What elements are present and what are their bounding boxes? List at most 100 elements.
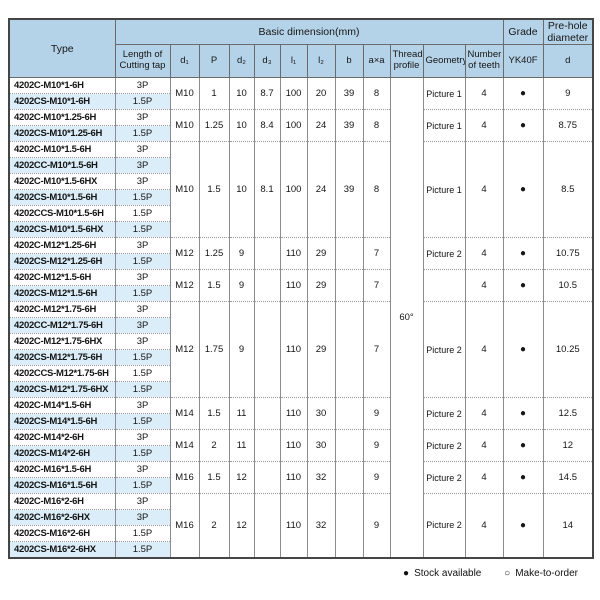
grade-availability-cell: ● bbox=[502, 493, 544, 558]
type-cell: 4202CCS-M12*1.75-6H bbox=[8, 365, 116, 382]
col-header-type: Type bbox=[8, 18, 116, 79]
col-header-pre-hole-diameter: Pre-hole diameter bbox=[542, 18, 594, 46]
header-row-1: Type Basic dimension(mm) Grade Pre-hole … bbox=[8, 18, 594, 79]
l1-cell: 100 bbox=[279, 141, 308, 238]
geometry-cell: Picture 2 bbox=[422, 493, 466, 558]
grade-availability-cell: ● bbox=[502, 237, 544, 270]
cutting-tap-length-cell: 1.5P bbox=[114, 205, 171, 222]
b-cell: 39 bbox=[334, 77, 364, 110]
axa-cell: 9 bbox=[362, 461, 391, 494]
number-of-teeth-cell: 4 bbox=[464, 461, 504, 494]
geometry-cell: Picture 1 bbox=[422, 77, 466, 110]
l1-cell: 110 bbox=[279, 269, 308, 302]
type-cell: 4202C-M12*1.75-6HX bbox=[8, 333, 116, 350]
table-row: 4202CS-M10*1-6H 1.5P bbox=[8, 93, 593, 110]
b-cell: 39 bbox=[334, 141, 364, 238]
b-cell bbox=[334, 429, 364, 462]
d3-cell bbox=[253, 301, 281, 398]
legend-make-to-order: ○ Make-to-order bbox=[504, 568, 578, 579]
table-header: Type Basic dimension(mm) Grade Pre-hole … bbox=[8, 18, 594, 79]
cutting-tap-length-cell: 1.5P bbox=[114, 125, 171, 142]
d2-cell: 9 bbox=[228, 237, 255, 270]
number-of-teeth-cell: 4 bbox=[464, 141, 504, 238]
table-row: 4202C-M10*1-6H 3P M10 1 10 8.7 100 20 39 8 60° Pict… bbox=[8, 77, 594, 558]
d3-cell bbox=[253, 397, 281, 430]
type-cell: 4202C-M10*1.5-6H bbox=[8, 141, 116, 158]
l2-cell: 32 bbox=[306, 493, 336, 558]
table-row: 4202C-M12*1.75-6HX 3P bbox=[8, 333, 593, 350]
grade-availability-cell: ● bbox=[502, 269, 544, 302]
cutting-tap-length-cell: 1.5P bbox=[114, 285, 171, 302]
col-header-d3: d₃ bbox=[253, 44, 281, 79]
b-cell bbox=[334, 461, 364, 494]
l1-cell: 110 bbox=[279, 493, 308, 558]
p-cell: 1.25 bbox=[198, 109, 230, 142]
d2-cell: 11 bbox=[228, 397, 255, 430]
type-cell: 4202C-M12*1.25-6H bbox=[8, 237, 116, 254]
cutting-tap-length-cell: 3P bbox=[114, 429, 171, 446]
p-cell: 1.5 bbox=[198, 397, 230, 430]
l1-cell: 100 bbox=[279, 77, 308, 110]
col-header-basic-dimension: Basic dimension(mm) bbox=[114, 18, 504, 46]
grade-availability-cell: ● bbox=[502, 77, 544, 110]
cutting-tap-length-cell: 1.5P bbox=[114, 253, 171, 270]
table-row: 4202CS-M16*1.5-6H 1.5P bbox=[8, 477, 593, 494]
geometry-cell: Picture 2 bbox=[422, 301, 466, 398]
cutting-tap-length-cell: 3P bbox=[114, 141, 171, 158]
table-row: 4202CC-M12*1.75-6H 3P bbox=[8, 317, 593, 334]
table-row: 4202C-M12*1.25-6H 3P M12 1.25 9 110 29 7 Picture… bbox=[8, 237, 594, 270]
table-row: 4202CS-M14*1.5-6H 1.5P bbox=[8, 413, 593, 430]
axa-cell: 7 bbox=[362, 301, 391, 398]
d2-cell: 9 bbox=[228, 301, 255, 398]
l1-cell: 100 bbox=[279, 109, 308, 142]
geometry-cell: Picture 2 bbox=[422, 429, 466, 462]
cutting-tap-length-cell: 3P bbox=[114, 317, 171, 334]
p-cell: 1.75 bbox=[198, 301, 230, 398]
p-cell: 2 bbox=[198, 493, 230, 558]
pre-hole-diameter-cell: 12.5 bbox=[542, 397, 594, 430]
b-cell: 39 bbox=[334, 109, 364, 142]
p-cell: 1.5 bbox=[198, 269, 230, 302]
cutting-tap-length-cell: 1.5P bbox=[114, 477, 171, 494]
cutting-tap-length-cell: 3P bbox=[114, 333, 171, 350]
type-cell: 4202CS-M10*1.5-6HX bbox=[8, 221, 116, 238]
l2-cell: 29 bbox=[306, 301, 336, 398]
geometry-cell: Picture 2 bbox=[422, 461, 466, 494]
table-row: 4202C-M16*2-6H 3P M16 2 12 110 32 9 Picture 2 4 ● 1… bbox=[8, 493, 594, 558]
b-cell bbox=[334, 237, 364, 270]
d1-cell: M12 bbox=[169, 301, 200, 398]
thread-profile-cell: 60° bbox=[389, 77, 424, 558]
table-row: 4202C-M10*1.25-6H 3P M10 1.25 10 8.4 100 24 39 8 P… bbox=[8, 109, 594, 142]
pre-hole-diameter-cell: 8.75 bbox=[542, 109, 594, 142]
axa-cell: 7 bbox=[362, 269, 391, 302]
type-cell: 4202CCS-M10*1.5-6H bbox=[8, 205, 116, 222]
d3-cell bbox=[253, 493, 281, 558]
table-row: 4202CS-M12*1.5-6H 1.5P bbox=[8, 285, 593, 302]
l1-cell: 110 bbox=[279, 301, 308, 398]
d3-cell bbox=[253, 429, 281, 462]
type-cell: 4202CS-M16*2-6H bbox=[8, 525, 116, 542]
cutting-tap-length-cell: 3P bbox=[114, 461, 171, 478]
d3-cell: 8.7 bbox=[253, 77, 281, 110]
type-cell: 4202CS-M10*1.5-6H bbox=[8, 189, 116, 206]
table-row: 4202C-M14*2-6H 3P M14 2 11 110 30 9 Picture 2 4 ● 1… bbox=[8, 429, 594, 462]
l2-cell: 30 bbox=[306, 429, 336, 462]
d3-cell: 8.4 bbox=[253, 109, 281, 142]
pre-hole-diameter-cell: 8.5 bbox=[542, 141, 594, 238]
pre-hole-diameter-cell: 10.5 bbox=[542, 269, 594, 302]
number-of-teeth-cell: 4 bbox=[464, 397, 504, 430]
p-cell: 1.25 bbox=[198, 237, 230, 270]
legend-stock-label: Stock available bbox=[414, 567, 482, 579]
axa-cell: 8 bbox=[362, 109, 391, 142]
type-cell: 4202CS-M16*1.5-6H bbox=[8, 477, 116, 494]
col-header-b: b bbox=[334, 44, 364, 79]
table-row: 4202CS-M10*1.5-6HX 1.5P bbox=[8, 221, 593, 238]
table-row: 4202CC-M10*1.5-6H 3P bbox=[8, 157, 593, 174]
table-row: 4202CS-M12*1.75-6H 1.5P bbox=[8, 349, 593, 366]
cutting-tap-length-cell: 1.5P bbox=[114, 525, 171, 542]
cutting-tap-length-cell: 1.5P bbox=[114, 541, 171, 558]
spec-table: Type Basic dimension(mm) Grade Pre-hole … bbox=[8, 18, 595, 559]
table-body: 4202C-M10*1-6H 3P M10 1 10 8.7 100 20 39 8 60° Pict… bbox=[8, 77, 594, 558]
legend-mto-label: Make-to-order bbox=[515, 567, 578, 579]
axa-cell: 9 bbox=[362, 493, 391, 558]
